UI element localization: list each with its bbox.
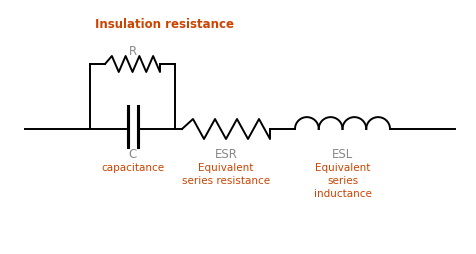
Text: C: C — [129, 147, 137, 160]
Text: ESR: ESR — [215, 147, 238, 160]
Text: Equivalent
series resistance: Equivalent series resistance — [182, 162, 270, 185]
Text: Insulation resistance: Insulation resistance — [95, 18, 234, 31]
Text: Equivalent
series
inductance: Equivalent series inductance — [314, 162, 371, 199]
Text: R: R — [129, 45, 137, 58]
Text: ESL: ESL — [332, 147, 353, 160]
Text: capacitance: capacitance — [101, 162, 164, 172]
